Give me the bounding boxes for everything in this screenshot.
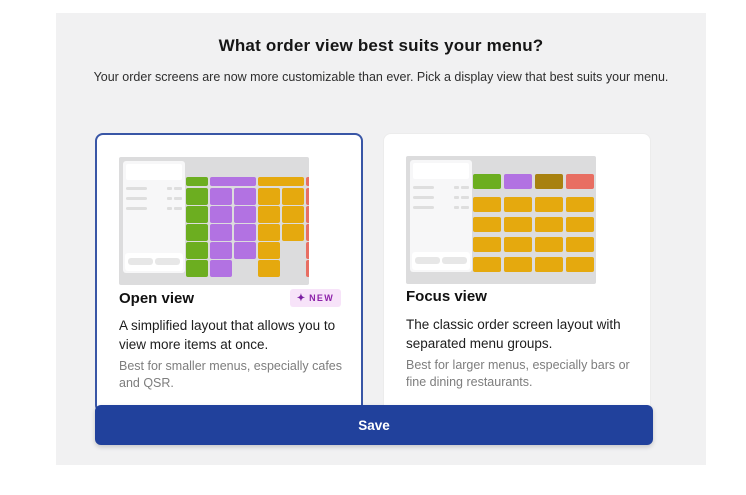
menu-tile (258, 260, 280, 277)
menu-tile (535, 174, 563, 189)
receipt-line-row (413, 186, 469, 189)
sparkle-icon: ✦ (296, 292, 306, 304)
menu-tile (210, 177, 256, 186)
menu-tile (234, 188, 256, 205)
card-title: Open view (119, 289, 195, 307)
dialog-title: What order view best suits your menu? (218, 36, 544, 55)
menu-tile (186, 206, 208, 223)
menu-tile (210, 206, 232, 223)
menu-tile (306, 260, 309, 277)
menu-tile (210, 242, 232, 259)
receipt-line-row (126, 207, 182, 210)
card-focus-view-header: Focus view (406, 288, 628, 305)
menu-tile (282, 206, 304, 223)
menu-tile (306, 242, 309, 259)
menu-tile (306, 177, 309, 186)
receipt-panel (123, 161, 185, 273)
menu-tile (258, 177, 304, 186)
menu-tile (306, 224, 309, 241)
menu-tile (306, 188, 309, 205)
menu-tile (186, 177, 208, 186)
menu-tile (473, 174, 501, 189)
menu-tile (535, 237, 563, 252)
menu-tile (566, 197, 594, 212)
card-open-view[interactable]: Open view ✦ NEW A simplified layout that… (95, 133, 363, 413)
menu-tile (234, 242, 256, 259)
menu-tile (566, 174, 594, 189)
menu-tile (258, 224, 280, 241)
menu-tile (186, 242, 208, 259)
new-badge: ✦ NEW (289, 289, 341, 307)
menu-tile (258, 206, 280, 223)
card-open-view-header: Open view ✦ NEW (119, 289, 341, 307)
menu-tile (234, 224, 256, 241)
receipt-header (126, 164, 182, 180)
save-button[interactable]: Save (95, 405, 653, 445)
menu-tile (535, 197, 563, 212)
receipt-footer-pill (442, 257, 467, 264)
card-subtext: Best for larger menus, especially bars o… (406, 358, 630, 389)
menu-tile (186, 188, 208, 205)
open-view-illustration (119, 157, 309, 285)
menu-tile (282, 224, 304, 241)
menu-tile (282, 188, 304, 205)
receipt-line-row (413, 196, 469, 199)
menu-tile (210, 224, 232, 241)
receipt-line-row (413, 206, 469, 209)
menu-tile (473, 237, 501, 252)
menu-tile (234, 206, 256, 223)
menu-tile (504, 217, 532, 232)
menu-tile (210, 188, 232, 205)
menu-tile (186, 260, 208, 277)
menu-tile (473, 197, 501, 212)
card-description: The classic order screen layout with sep… (406, 317, 621, 351)
menu-tile (566, 257, 594, 272)
card-focus-view[interactable]: Focus view The classic order screen layo… (383, 133, 651, 413)
receipt-footer-pill (155, 258, 180, 265)
menu-tile (535, 257, 563, 272)
receipt-header (413, 163, 469, 179)
menu-tile (473, 257, 501, 272)
menu-tile (258, 188, 280, 205)
menu-tile (504, 197, 532, 212)
dialog-subtitle: Your order screens are now more customiz… (93, 70, 669, 84)
menu-tile (258, 242, 280, 259)
menu-tile (186, 224, 208, 241)
new-badge-label: NEW (309, 293, 334, 303)
menu-tile (566, 237, 594, 252)
menu-tile (535, 217, 563, 232)
receipt-footer-pill (128, 258, 153, 265)
menu-tile (504, 174, 532, 189)
receipt-line-row (126, 187, 182, 190)
receipt-panel (410, 160, 472, 272)
menu-tile (210, 260, 232, 277)
menu-tile (504, 237, 532, 252)
receipt-footer (412, 252, 470, 270)
focus-view-illustration (406, 156, 596, 284)
menu-tile (566, 217, 594, 232)
receipt-line-row (126, 197, 182, 200)
view-options: Open view ✦ NEW A simplified layout that… (95, 133, 651, 413)
card-title: Focus view (406, 288, 487, 305)
receipt-footer (125, 253, 183, 271)
menu-tile (504, 257, 532, 272)
order-view-dialog: What order view best suits your menu? Yo… (56, 13, 706, 465)
card-subtext: Best for smaller menus, especially cafes… (119, 359, 343, 390)
receipt-footer-pill (415, 257, 440, 264)
card-description: A simplified layout that allows you to v… (119, 318, 336, 352)
menu-tile (473, 217, 501, 232)
menu-tile (306, 206, 309, 223)
